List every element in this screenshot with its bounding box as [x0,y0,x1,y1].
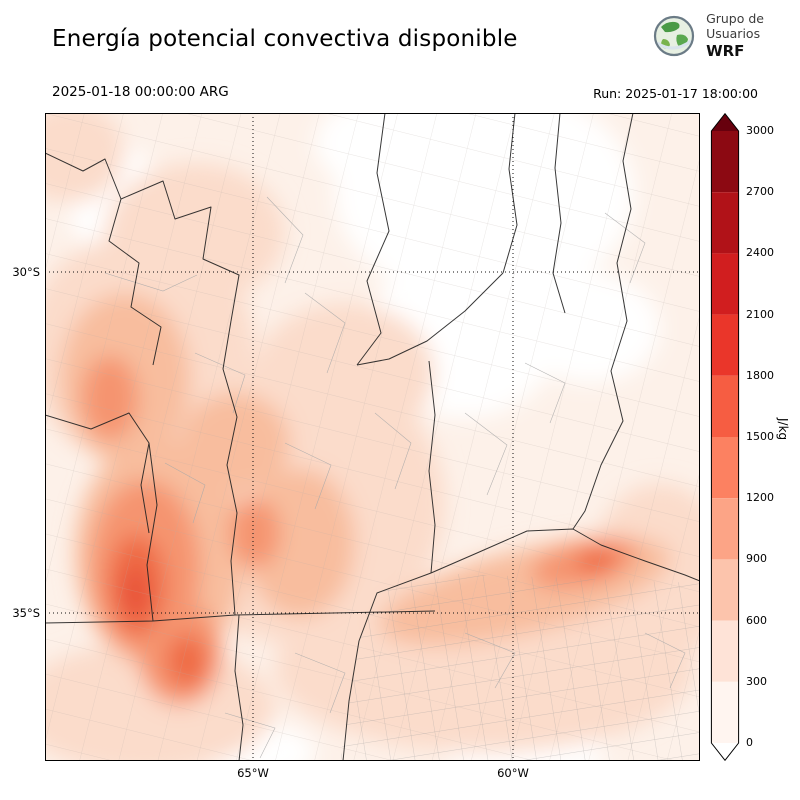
colorbar-segment [711,131,739,193]
colorbar-tick: 3000 [746,124,774,137]
colorbar-segment [711,375,739,437]
logo-wrf-acronym: WRF [706,41,745,60]
graticule-gridlines [45,113,700,761]
run-time-label: Run: 2025-01-17 18:00:00 [593,86,758,101]
buenos-aires-county-mesh [340,573,700,761]
logo-text-line1: Grupo de [706,11,764,26]
colorbar-tick: 0 [746,736,753,749]
figure-title: Energía potencial convectiva disponible [52,26,518,52]
lon-tick-65w: 65°W [237,766,269,780]
colorbar-under-arrow [711,743,739,761]
colorbar-tick: 2100 [746,308,774,321]
logo-text: Grupo de Usuarios WRF [706,11,764,60]
map-border [45,113,700,761]
colorbar-outline [710,113,740,761]
colorbar-tick: 1500 [746,430,774,443]
colorbar-segment [711,681,739,743]
colorbar-tick: 600 [746,614,767,627]
colorbar-over-arrow [711,113,739,131]
colorbar [710,113,740,761]
colorbar-scale [710,113,740,761]
logo-text-line2: Usuarios [706,25,761,41]
colorbar-tick: 300 [746,675,767,688]
colorbar-tick: 2700 [746,185,774,198]
map-panel [45,113,700,761]
colorbar-tick: 2400 [746,246,774,259]
department-boundary-lines [104,196,686,759]
colorbar-segment [711,253,739,315]
colorbar-tick: 1800 [746,369,774,382]
globe-icon [653,15,695,57]
colorbar-tick: 900 [746,552,767,565]
lon-tick-60w: 60°W [497,766,529,780]
valid-time-label: 2025-01-18 00:00:00 ARG [52,84,229,100]
colorbar-segment [711,437,739,499]
colorbar-segment [711,559,739,621]
lat-tick-35s: 35°S [12,606,40,620]
wrf-logo: Grupo de Usuarios WRF [651,11,764,60]
colorbar-segment [711,498,739,560]
province-boundary-lines [45,113,700,761]
colorbar-segment [711,192,739,254]
colorbar-segment [711,620,739,682]
colorbar-segment [711,314,739,376]
colorbar-unit-label: J/kg [776,418,790,441]
colorbar-tick: 1200 [746,491,774,504]
cape-shading-field [45,113,700,761]
lat-tick-30s: 30°S [12,265,40,279]
cape-map [45,113,700,761]
